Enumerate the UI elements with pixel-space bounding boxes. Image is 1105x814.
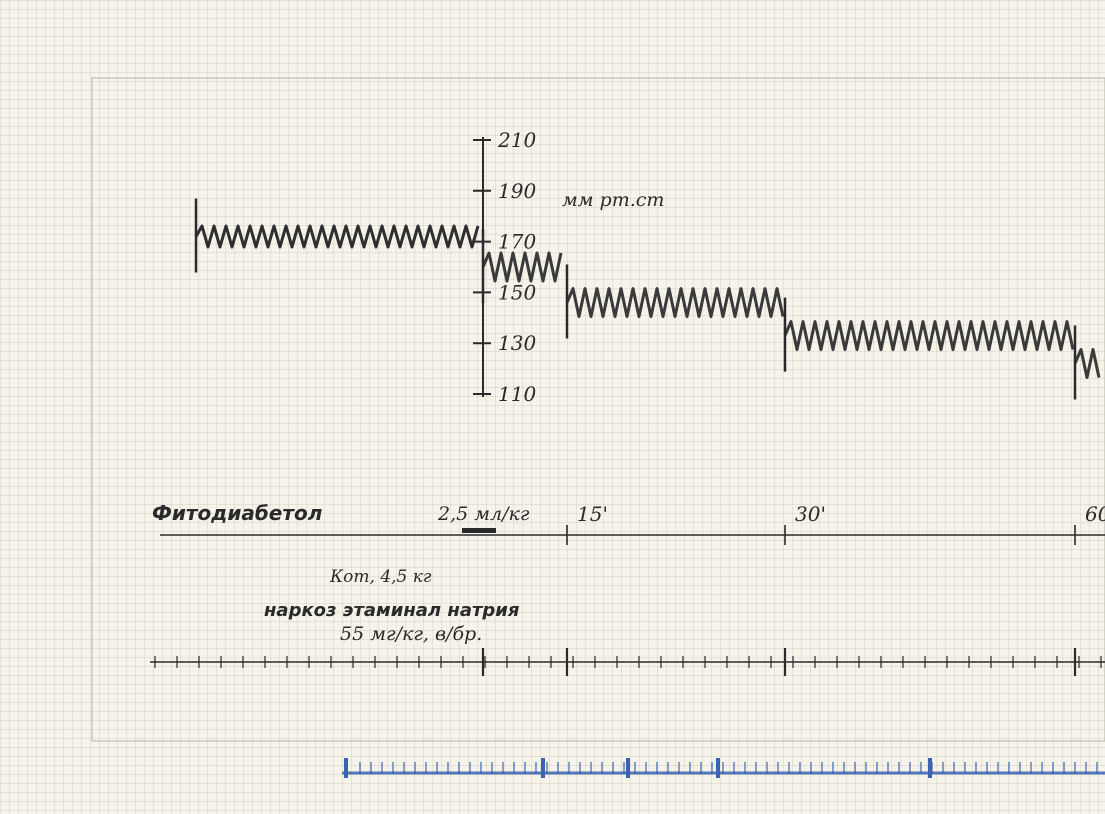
y-axis-label: мм рт.ст <box>562 189 664 211</box>
y-tick-label: 130 <box>498 331 536 355</box>
y-tick-label: 170 <box>498 230 536 254</box>
blue-recorder-line <box>342 758 1105 778</box>
y-tick-label: 150 <box>498 280 536 304</box>
anesthesia-dose-note: 55 мг/кг, в/бр. <box>340 623 482 645</box>
drug-name: Фитодиабетол <box>152 501 323 525</box>
time-mark-label: 30' <box>795 502 826 526</box>
pressure-trace <box>194 198 1101 400</box>
y-axis: 210 190 170 150 130 110 мм рт.ст <box>473 128 664 406</box>
y-tick-label: 210 <box>497 128 536 152</box>
experiment-notes: Кот, 4,5 кг наркоз этаминал натрия 55 мг… <box>264 567 520 645</box>
y-tick-label: 110 <box>498 382 536 406</box>
trace-segment <box>1073 348 1101 379</box>
time-marker-line <box>150 648 1105 676</box>
animal-note: Кот, 4,5 кг <box>329 567 432 587</box>
trace-segment <box>565 287 785 319</box>
anesthesia-note: наркоз этаминал натрия <box>264 600 520 621</box>
time-mark-label: 60' <box>1085 502 1105 526</box>
time-mark-group: 15' 30' 60' <box>566 502 1105 545</box>
y-tick-group: 210 190 170 150 130 110 <box>473 128 536 406</box>
drug-dose: 2,5 мл/кг <box>437 503 530 525</box>
drug-timeline: Фитодиабетол 2,5 мл/кг 15' 30' 60' <box>152 501 1105 545</box>
time-mark-label: 15' <box>577 502 608 526</box>
chart-frame <box>91 77 1105 742</box>
trace-segment <box>194 224 480 249</box>
y-tick-label: 190 <box>498 179 536 203</box>
injection-mark <box>462 528 496 533</box>
trace-segment <box>481 251 563 283</box>
trace-segment <box>783 320 1075 352</box>
